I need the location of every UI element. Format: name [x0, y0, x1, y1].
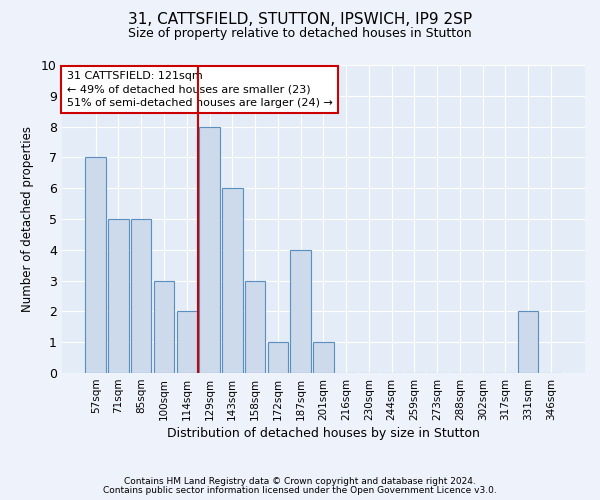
Bar: [290, 250, 311, 373]
Bar: [108, 219, 129, 373]
Bar: [176, 312, 197, 373]
Y-axis label: Number of detached properties: Number of detached properties: [21, 126, 34, 312]
Text: Contains public sector information licensed under the Open Government Licence v3: Contains public sector information licen…: [103, 486, 497, 495]
Bar: [268, 342, 288, 373]
Bar: [131, 219, 151, 373]
Bar: [199, 126, 220, 373]
Text: 31 CATTSFIELD: 121sqm
← 49% of detached houses are smaller (23)
51% of semi-deta: 31 CATTSFIELD: 121sqm ← 49% of detached …: [67, 71, 333, 108]
Text: Contains HM Land Registry data © Crown copyright and database right 2024.: Contains HM Land Registry data © Crown c…: [124, 477, 476, 486]
Bar: [154, 280, 174, 373]
Bar: [85, 158, 106, 373]
Text: 31, CATTSFIELD, STUTTON, IPSWICH, IP9 2SP: 31, CATTSFIELD, STUTTON, IPSWICH, IP9 2S…: [128, 12, 472, 28]
Bar: [245, 280, 265, 373]
Bar: [518, 312, 538, 373]
Bar: [313, 342, 334, 373]
Text: Size of property relative to detached houses in Stutton: Size of property relative to detached ho…: [128, 28, 472, 40]
Bar: [222, 188, 242, 373]
X-axis label: Distribution of detached houses by size in Stutton: Distribution of detached houses by size …: [167, 427, 480, 440]
